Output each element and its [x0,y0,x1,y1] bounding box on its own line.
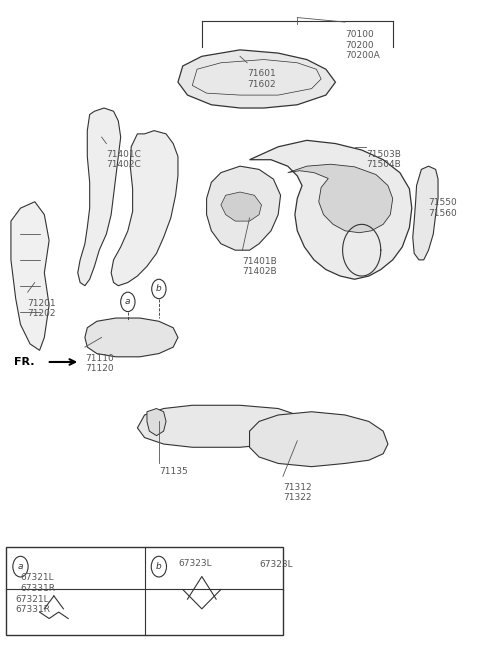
Polygon shape [137,405,304,447]
Text: 71503B
71504B: 71503B 71504B [366,150,401,169]
Polygon shape [413,166,438,260]
Polygon shape [221,192,262,221]
Polygon shape [178,50,336,108]
Text: 67323L: 67323L [259,560,293,569]
Polygon shape [85,318,178,357]
Text: 67321L
67331R: 67321L 67331R [16,594,51,614]
Text: FR.: FR. [14,357,35,367]
Text: a: a [18,562,23,571]
Polygon shape [147,408,166,435]
Text: b: b [156,562,162,571]
Text: 71550
71560: 71550 71560 [429,199,457,218]
Text: 71601
71602: 71601 71602 [247,69,276,89]
Polygon shape [250,411,388,467]
Text: 71110
71120: 71110 71120 [85,354,114,373]
Text: 71135: 71135 [159,467,188,476]
Polygon shape [206,166,281,250]
Text: b: b [156,284,162,293]
Polygon shape [111,130,178,286]
Text: a: a [125,297,131,306]
Text: 71401C
71402C: 71401C 71402C [107,150,141,169]
Text: 71201
71202: 71201 71202 [28,299,56,318]
Text: 71312
71322: 71312 71322 [283,483,312,502]
Text: 67321L
67331R: 67321L 67331R [21,573,56,593]
Polygon shape [288,164,393,233]
Text: 67323L: 67323L [178,559,212,568]
Polygon shape [78,108,120,286]
Text: 71401B
71402B: 71401B 71402B [242,256,277,276]
Polygon shape [11,202,49,350]
Bar [6,548,283,635]
Polygon shape [250,140,412,279]
Text: 70100
70200
70200A: 70100 70200 70200A [345,31,380,60]
